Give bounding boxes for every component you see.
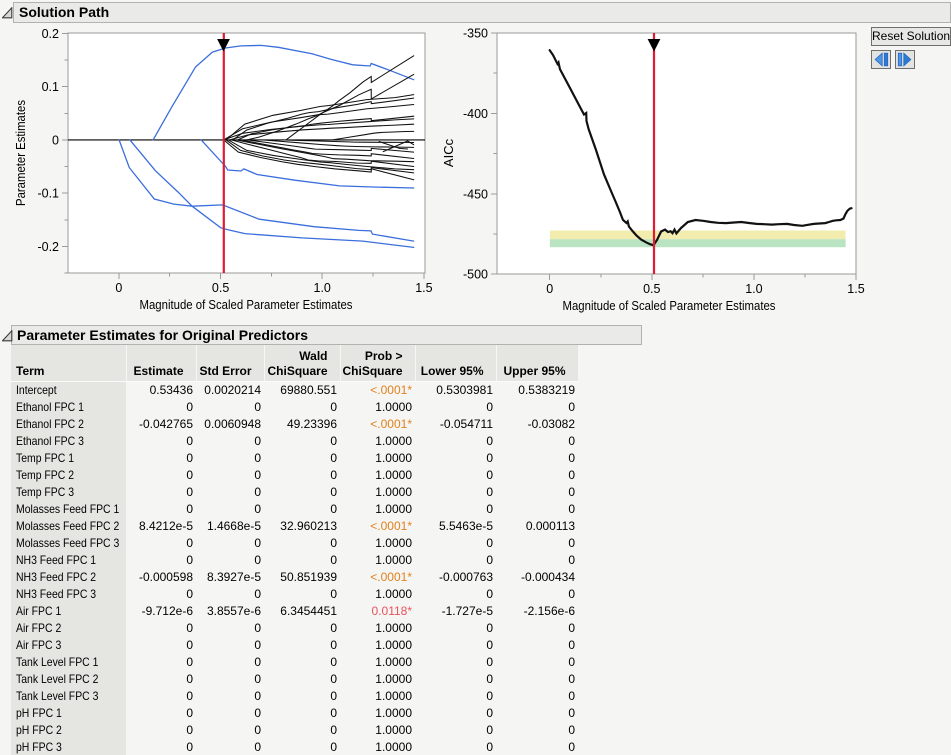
svg-text:1.0: 1.0 xyxy=(745,282,762,296)
svg-text:0.1: 0.1 xyxy=(42,80,59,94)
svg-text:-0.2: -0.2 xyxy=(37,240,59,254)
svg-text:0.2: 0.2 xyxy=(42,27,59,41)
svg-text:1.0: 1.0 xyxy=(314,281,331,295)
svg-text:Magnitude of Scaled Parameter: Magnitude of Scaled Parameter Estimates xyxy=(563,298,776,313)
svg-text:Magnitude of Scaled Parameter: Magnitude of Scaled Parameter Estimates xyxy=(140,297,353,312)
svg-text:0.5: 0.5 xyxy=(212,281,229,295)
svg-text:0: 0 xyxy=(115,281,122,295)
svg-text:0: 0 xyxy=(52,133,59,147)
svg-text:0.5: 0.5 xyxy=(643,282,660,296)
svg-text:1.5: 1.5 xyxy=(847,282,864,296)
svg-text:-350: -350 xyxy=(463,27,488,41)
svg-text:AICc: AICc xyxy=(441,138,456,167)
svg-text:0: 0 xyxy=(546,282,553,296)
svg-text:-400: -400 xyxy=(463,107,488,121)
svg-text:-450: -450 xyxy=(463,187,488,201)
svg-text:-500: -500 xyxy=(463,268,488,282)
svg-text:1.5: 1.5 xyxy=(415,281,432,295)
svg-text:Parameter Estimates: Parameter Estimates xyxy=(13,100,28,206)
svg-text:-0.1: -0.1 xyxy=(37,187,59,201)
